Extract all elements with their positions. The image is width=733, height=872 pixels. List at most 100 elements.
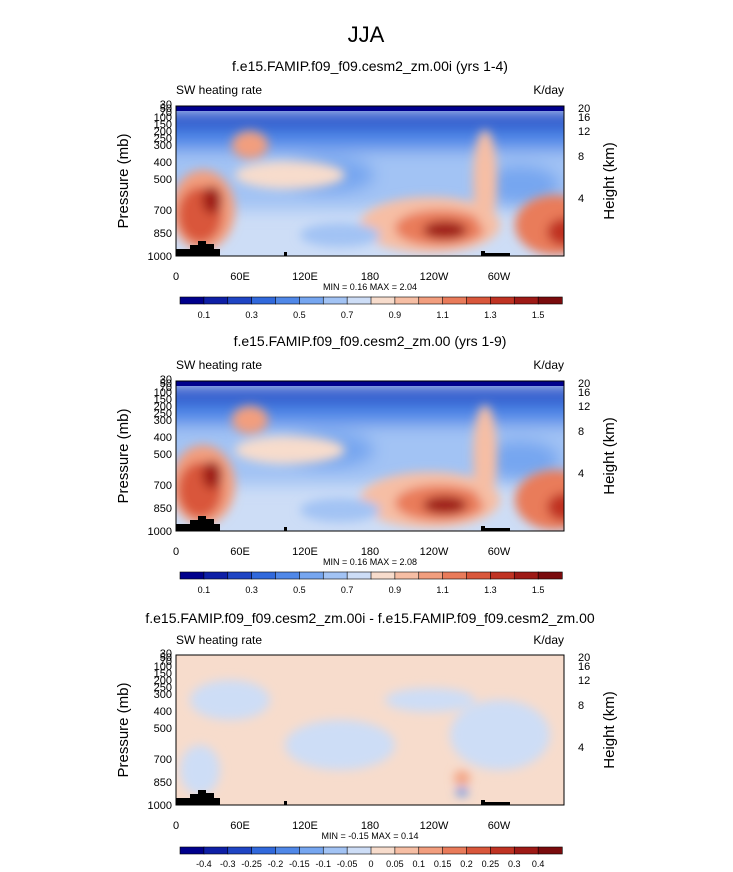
y-tick-100: 100	[154, 661, 172, 673]
field-indian-lowlevel-blue	[300, 498, 380, 522]
colorbar-label: -0.4	[196, 859, 212, 869]
x-tick-60e: 60E	[230, 820, 250, 832]
panel-3-units: K/day	[533, 633, 564, 647]
height-tick-20: 20	[578, 103, 590, 115]
colorbar-label: 0.4	[532, 859, 545, 869]
x-tick-120w: 120W	[420, 271, 449, 283]
y-tick-150: 150	[154, 119, 172, 131]
x-tick-120e: 120E	[292, 271, 318, 283]
colorbar-swatch	[466, 846, 491, 855]
topography-small	[284, 801, 287, 805]
x-tick-0: 0	[173, 271, 179, 283]
colorbar-swatch	[322, 846, 348, 855]
y-tick-700: 700	[154, 754, 172, 766]
colorbar-label: 0.9	[389, 585, 402, 595]
colorbar-label: 0.1	[198, 310, 211, 320]
field-strat-top	[176, 381, 564, 386]
panel-3-yticks: 1000 850 700 500 400 300 250 200 150 100…	[148, 648, 172, 812]
panel-1-stats: MIN = 0.16 MAX = 2.04	[323, 282, 417, 292]
colorbar-swatch	[251, 571, 277, 580]
panel-2-variable-label: SW heating rate	[176, 358, 262, 372]
panel-3-stats: MIN = -0.15 MAX = 0.14	[321, 831, 418, 841]
colorbar-swatch	[394, 571, 420, 580]
colorbar-swatch	[275, 571, 300, 580]
height-tick-12: 12	[578, 126, 590, 138]
colorbar-swatch	[394, 296, 420, 305]
y-tick-200: 200	[154, 675, 172, 687]
field-atlantic-sc-max	[547, 218, 564, 246]
y-tick-500: 500	[154, 723, 172, 735]
colorbar-swatch	[251, 846, 277, 855]
colorbar-swatch	[513, 846, 539, 855]
height-tick-20: 20	[578, 378, 590, 390]
panel-1-colorbar: 0.1 0.3 0.5 0.7 0.9 1.1 1.3 1.5	[179, 296, 563, 320]
height-tick-16: 16	[578, 661, 590, 673]
colorbar-swatch	[203, 846, 229, 855]
x-tick-60w: 60W	[488, 820, 511, 832]
field-upper-band	[176, 387, 564, 403]
panel-3-frame	[175, 654, 565, 806]
y-tick-50: 50	[160, 652, 172, 664]
field-pacific-sc-max	[423, 221, 467, 239]
panel-1-y2ticks: 4 8 12 16 20	[578, 103, 590, 205]
colorbar-swatch	[299, 846, 324, 855]
colorbar-label: 0.5	[293, 310, 306, 320]
colorbar-label: -0.2	[268, 859, 284, 869]
y-tick-70: 70	[160, 107, 172, 119]
colorbar-label: 0.15	[434, 859, 452, 869]
height-tick-8: 8	[578, 151, 584, 163]
field-tibet-plume	[235, 436, 345, 464]
field-upper-band	[176, 112, 564, 128]
colorbar-label: 0.7	[341, 585, 354, 595]
panel-2-y2ticks: 4 8 12 16 20	[578, 378, 590, 480]
colorbar-swatch	[490, 846, 515, 855]
y-tick-200: 200	[154, 401, 172, 413]
height-tick-12: 12	[578, 675, 590, 687]
colorbar-swatch	[466, 571, 491, 580]
colorbar-swatch	[370, 846, 396, 855]
topography-africa	[176, 790, 220, 805]
y-tick-250: 250	[154, 408, 172, 420]
topography-small	[284, 527, 287, 531]
x-tick-180: 180	[361, 546, 379, 558]
field-neg-patch-e	[385, 688, 475, 712]
panel-2-stats: MIN = 0.16 MAX = 2.08	[323, 557, 417, 567]
colorbar-label: -0.1	[315, 859, 331, 869]
x-tick-60w: 60W	[488, 271, 511, 283]
field-pos-patch	[454, 771, 470, 785]
y-tick-700: 700	[154, 205, 172, 217]
field-tibet-max	[232, 406, 268, 434]
colorbar-label: 1.3	[484, 310, 497, 320]
colorbar-swatch	[346, 296, 372, 305]
colorbar-swatch	[418, 846, 444, 855]
y-tick-1000: 1000	[148, 800, 172, 812]
panel-1-ylabel: Pressure (mb)	[115, 133, 132, 228]
height-tick-16: 16	[578, 387, 590, 399]
colorbar-swatch	[179, 571, 205, 580]
colorbar-swatch	[179, 296, 205, 305]
y-tick-30: 30	[160, 648, 172, 660]
panel-1-units: K/day	[533, 83, 564, 97]
panel-3-variable-label: SW heating rate	[176, 633, 262, 647]
x-tick-120w: 120W	[420, 546, 449, 558]
y-tick-400: 400	[154, 706, 172, 718]
topography-africa	[176, 516, 220, 531]
y-tick-850: 850	[154, 228, 172, 240]
colorbar-swatch	[442, 846, 468, 855]
y-tick-150: 150	[154, 668, 172, 680]
colorbar-label: 0.5	[293, 585, 306, 595]
height-tick-4: 4	[578, 468, 584, 480]
y-tick-850: 850	[154, 777, 172, 789]
colorbar-label: -0.15	[289, 859, 310, 869]
y-tick-150: 150	[154, 394, 172, 406]
panel-2-y2label: Height (km)	[601, 417, 618, 495]
colorbar-label: 0.7	[341, 310, 354, 320]
panel-1-frame	[175, 105, 565, 257]
field-neg-patch-b	[285, 720, 395, 770]
colorbar-label: 0.1	[412, 859, 425, 869]
field-neg-strong	[456, 788, 468, 796]
y-tick-500: 500	[154, 449, 172, 461]
colorbar-swatch	[537, 296, 563, 305]
colorbar-swatch	[513, 571, 539, 580]
